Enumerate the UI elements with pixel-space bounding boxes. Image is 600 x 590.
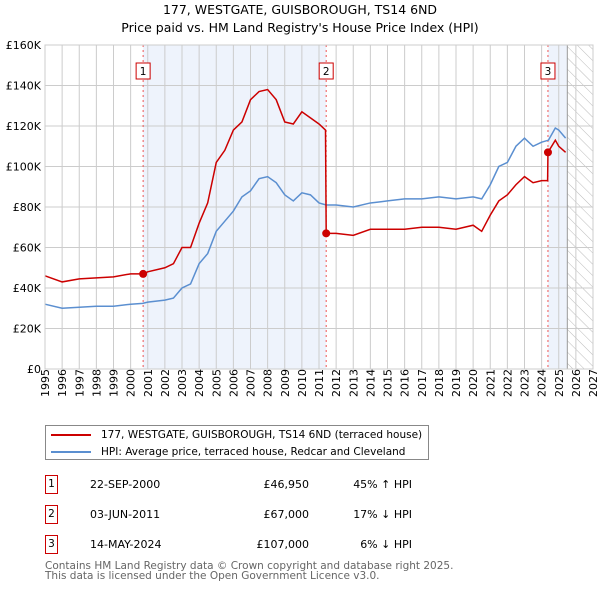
x-tick-label: 2027 bbox=[587, 369, 600, 397]
sale-badge: 1 bbox=[45, 475, 58, 494]
x-tick-label: 2002 bbox=[159, 369, 172, 397]
x-tick-label: 2004 bbox=[193, 369, 206, 397]
y-tick-label: £100K bbox=[6, 161, 42, 174]
legend-swatch-hpi bbox=[51, 451, 91, 453]
x-tick-label: 2018 bbox=[433, 369, 446, 397]
sale-marker-label: 3 bbox=[545, 66, 552, 78]
sale-row: 2 03-JUN-2011 £67,000 17% ↓ HPI bbox=[45, 505, 425, 525]
y-tick-label: £40K bbox=[13, 282, 42, 295]
x-tick-label: 1996 bbox=[56, 369, 69, 397]
footer-copyright: Contains HM Land Registry data © Crown c… bbox=[45, 560, 454, 572]
y-tick-label: £120K bbox=[6, 120, 42, 133]
plot-frame bbox=[44, 44, 594, 370]
y-tick-label: £0 bbox=[27, 363, 41, 376]
x-tick-label: 2023 bbox=[519, 369, 532, 397]
sale-badge: 3 bbox=[45, 535, 58, 554]
property-price-line bbox=[44, 88, 567, 283]
y-tick-label: £160K bbox=[6, 39, 42, 52]
x-tick-label: 2021 bbox=[484, 369, 497, 397]
sale-date: 03-JUN-2011 bbox=[90, 508, 161, 521]
chart-subtitle: Price paid vs. HM Land Registry's House … bbox=[121, 20, 479, 35]
x-tick-label: 2020 bbox=[467, 369, 480, 397]
x-tick-label: 2010 bbox=[296, 369, 309, 397]
y-tick-label: £80K bbox=[13, 201, 42, 214]
y-tick-label: £20K bbox=[13, 323, 42, 336]
x-tick-label: 2012 bbox=[330, 369, 343, 397]
sale-price: £107,000 bbox=[256, 538, 310, 551]
x-tick-label: 1999 bbox=[108, 369, 121, 397]
sale-hpi: 17% ↓ HPI bbox=[353, 508, 412, 521]
x-tick-label: 1998 bbox=[90, 369, 103, 397]
x-tick-label: 2007 bbox=[245, 369, 258, 397]
price-chart: 1995 1996 1997 1998 1999 2000 2001 2002 2003 2004… bbox=[6, 39, 600, 397]
x-tick-label: 2017 bbox=[416, 369, 429, 397]
x-tick-label: 2000 bbox=[125, 369, 138, 397]
sale-marker-box bbox=[318, 62, 334, 80]
sale-price: £67,000 bbox=[263, 508, 310, 521]
x-tick-label: 2024 bbox=[536, 369, 549, 397]
x-tick-label: 2011 bbox=[313, 369, 326, 397]
x-tick-label: 2016 bbox=[399, 369, 412, 397]
x-tick-label: 2013 bbox=[347, 369, 360, 397]
sale-marker-box bbox=[540, 62, 556, 80]
sale-point bbox=[543, 148, 552, 157]
hpi-line bbox=[44, 126, 567, 310]
sale-hpi: 45% ↑ HPI bbox=[353, 478, 412, 491]
sale-marker-label: 1 bbox=[140, 66, 147, 78]
sale-price: £46,950 bbox=[263, 478, 310, 491]
footer-licence: This data is licensed under the Open Gov… bbox=[45, 570, 380, 582]
chart-title: 177, WESTGATE, GUISBOROUGH, TS14 6ND bbox=[162, 2, 438, 17]
x-tick-label: 2026 bbox=[570, 369, 583, 397]
x-tick-label: 2003 bbox=[176, 369, 189, 397]
sale-date: 22-SEP-2000 bbox=[90, 478, 161, 491]
x-tick-label: 2015 bbox=[382, 369, 395, 397]
sale-date: 14-MAY-2024 bbox=[90, 538, 162, 551]
x-tick-label: 1997 bbox=[73, 369, 86, 397]
x-tick-label: 2005 bbox=[210, 369, 223, 397]
legend: 177, WESTGATE, GUISBOROUGH, TS14 6ND (te… bbox=[45, 425, 429, 460]
sale-badge: 2 bbox=[45, 505, 58, 524]
legend-label-property: 177, WESTGATE, GUISBOROUGH, TS14 6ND (te… bbox=[101, 429, 423, 441]
legend-swatch-property bbox=[51, 434, 91, 436]
x-tick-label: 1995 bbox=[39, 369, 52, 397]
x-tick-label: 2006 bbox=[227, 369, 240, 397]
y-tick-label: £140K bbox=[6, 80, 42, 93]
sale-point bbox=[139, 269, 148, 278]
legend-label-hpi: HPI: Average price, terraced house, Redc… bbox=[101, 446, 406, 458]
x-tick-label: 2014 bbox=[364, 369, 377, 397]
sale-row: 3 14-MAY-2024 £107,000 6% ↓ HPI bbox=[45, 535, 425, 555]
x-tick-label: 2022 bbox=[501, 369, 514, 397]
sale-marker-box bbox=[135, 62, 151, 80]
sale-row: 1 22-SEP-2000 £46,950 45% ↑ HPI bbox=[45, 475, 425, 495]
x-tick-label: 2008 bbox=[262, 369, 275, 397]
x-tick-label: 2025 bbox=[553, 369, 566, 397]
x-tick-label: 2009 bbox=[279, 369, 292, 397]
sale-point bbox=[322, 229, 331, 238]
x-tick-label: 2001 bbox=[142, 369, 155, 397]
sale-hpi: 6% ↓ HPI bbox=[360, 538, 412, 551]
y-tick-label: £60K bbox=[13, 242, 42, 255]
x-tick-label: 2019 bbox=[450, 369, 463, 397]
sale-marker-label: 2 bbox=[323, 66, 330, 78]
